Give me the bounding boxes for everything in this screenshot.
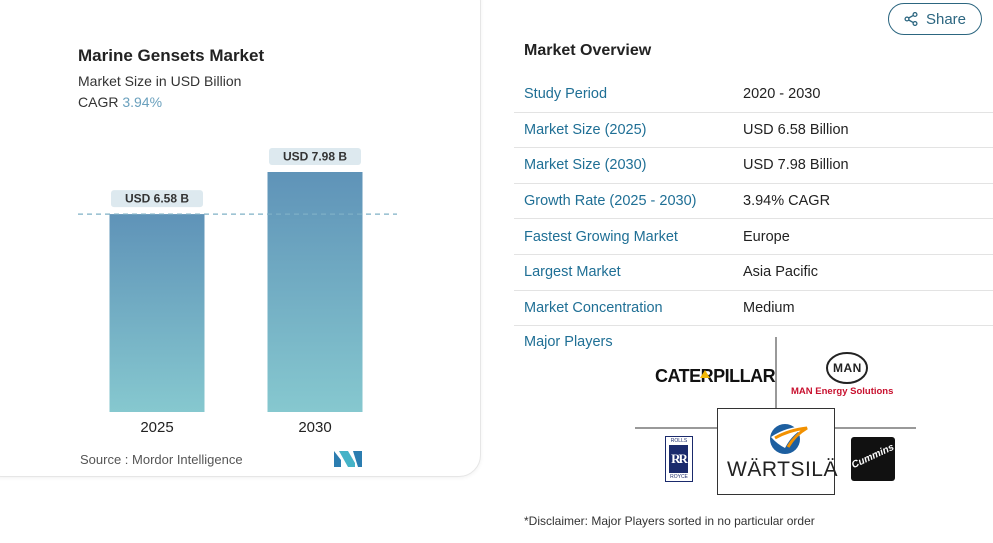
row-value: 2020 - 2030: [743, 86, 821, 103]
row-value: Europe: [743, 228, 790, 245]
row-key[interactable]: Largest Market: [524, 264, 621, 281]
bar-2025: [109, 214, 205, 412]
table-row: Growth Rate (2025 - 2030) 3.94% CAGR: [514, 184, 993, 220]
table-row: Market Size (2030) USD 7.98 Billion: [514, 148, 993, 184]
table-row: Study Period 2020 - 2030: [514, 77, 993, 113]
cummins-text: Cummins: [851, 441, 895, 472]
data-label: USD 6.58 B: [125, 192, 189, 206]
man-logo-icon: [826, 352, 868, 384]
x-tick-label: 2030: [298, 419, 331, 436]
row-key[interactable]: Growth Rate (2025 - 2030): [524, 193, 697, 210]
market-overview-title: Market Overview: [524, 42, 652, 59]
share-icon: [904, 12, 918, 26]
rolls-rr-mark: RR: [669, 445, 688, 473]
cummins-logo: Cummins: [851, 437, 895, 481]
cagr-line: CAGR 3.94%: [78, 94, 162, 110]
row-value: USD 7.98 Billion: [743, 157, 849, 174]
row-value: Asia Pacific: [743, 264, 818, 281]
data-label-bg: [269, 148, 361, 165]
data-label-bg: [111, 190, 203, 208]
x-tick-label: 2025: [140, 419, 173, 436]
share-label: Share: [925, 10, 967, 28]
row-value: Medium: [743, 299, 795, 316]
row-key[interactable]: Fastest Growing Market: [524, 228, 678, 245]
table-row: Fastest Growing Market Europe: [514, 219, 993, 255]
caterpillar-logo: CATERPILLAR: [655, 366, 776, 386]
source-text: Source : Mordor Intelligence: [80, 452, 243, 467]
wartsila-text: WÄRTSILÄ: [727, 458, 838, 481]
cagr-value: 3.94%: [122, 94, 163, 110]
row-key[interactable]: Market Size (2030): [524, 157, 647, 174]
row-value: 3.94% CAGR: [743, 193, 831, 210]
rolls-top-text: ROLLS: [670, 438, 688, 444]
table-row: Market Size (2025) USD 6.58 Billion: [514, 113, 993, 149]
bar-chart: USD 6.58 B 2025 USD 7.98 B 2030: [78, 148, 397, 436]
bar-2030: [267, 172, 363, 412]
row-key[interactable]: Market Size (2025): [524, 121, 647, 138]
man-mark: MAN: [833, 361, 862, 375]
major-players-label[interactable]: Major Players: [524, 334, 613, 350]
wartsila-logo-icon: [770, 424, 809, 454]
row-key[interactable]: Market Concentration: [524, 299, 663, 316]
man-energy-solutions-text: MAN Energy Solutions: [791, 386, 894, 397]
mordor-intelligence-logo-icon: [334, 451, 362, 467]
data-label: USD 7.98 B: [283, 150, 347, 164]
share-button[interactable]: Share: [888, 3, 982, 35]
table-row: Largest Market Asia Pacific: [514, 255, 993, 291]
row-key[interactable]: Study Period: [524, 86, 608, 103]
table-row: Market Concentration Medium: [514, 291, 993, 327]
disclaimer-text: *Disclaimer: Major Players sorted in no …: [524, 514, 815, 528]
chart-title: Marine Gensets Market: [78, 46, 265, 65]
chart-card: [0, 0, 481, 477]
chart-subtitle: Market Size in USD Billion: [78, 73, 242, 89]
row-value: USD 6.58 Billion: [743, 121, 849, 138]
rolls-bottom-text: ROYCE: [670, 474, 688, 480]
rolls-royce-logo: ROLLS RR ROYCE: [665, 436, 693, 482]
cagr-label: CAGR: [78, 94, 119, 110]
caterpillar-triangle-icon: [700, 370, 710, 378]
market-overview-table: Study Period 2020 - 2030 Market Size (20…: [514, 77, 993, 327]
